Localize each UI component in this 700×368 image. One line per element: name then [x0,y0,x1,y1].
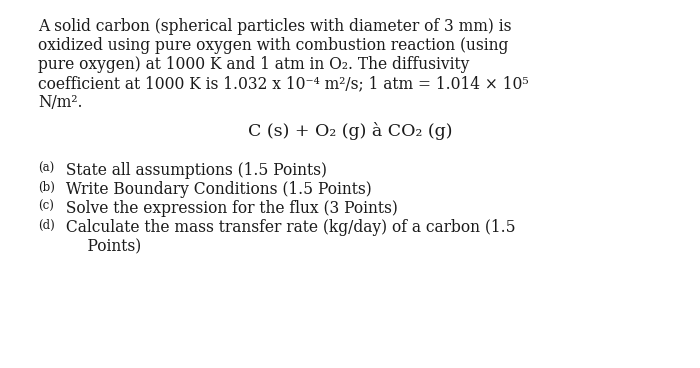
Text: (b): (b) [38,181,55,194]
Text: pure oxygen) at 1000 K and 1 atm in O₂. The diffusivity: pure oxygen) at 1000 K and 1 atm in O₂. … [38,56,470,73]
Text: coefficient at 1000 K is 1.032 x 10⁻⁴ m²/s; 1 atm = 1.014 × 10⁵: coefficient at 1000 K is 1.032 x 10⁻⁴ m²… [38,75,528,92]
Text: (c): (c) [38,200,54,213]
Text: Points): Points) [68,238,141,255]
Text: Write Boundary Conditions (1.5 Points): Write Boundary Conditions (1.5 Points) [61,181,372,198]
Text: State all assumptions (1.5 Points): State all assumptions (1.5 Points) [61,162,327,179]
Text: (a): (a) [38,162,55,175]
Text: N/m².: N/m². [38,94,83,111]
Text: Solve the expression for the flux (3 Points): Solve the expression for the flux (3 Poi… [61,200,398,217]
Text: oxidized using pure oxygen with combustion reaction (using: oxidized using pure oxygen with combusti… [38,37,508,54]
Text: (d): (d) [38,219,55,232]
Text: C (s) + O₂ (g) à CO₂ (g): C (s) + O₂ (g) à CO₂ (g) [248,122,452,140]
Text: Calculate the mass transfer rate (kg/day) of a carbon (1.5: Calculate the mass transfer rate (kg/day… [61,219,516,236]
Text: A solid carbon (spherical particles with diameter of 3 mm) is: A solid carbon (spherical particles with… [38,18,512,35]
